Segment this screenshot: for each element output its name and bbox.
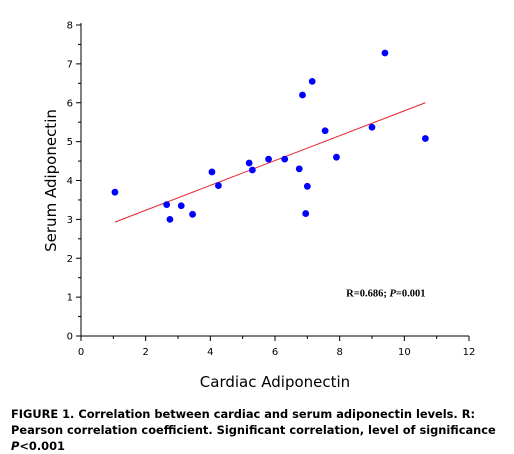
- data-point: [299, 91, 306, 99]
- y-tick-label: 1: [67, 293, 73, 304]
- data-point: [281, 155, 289, 163]
- data-point: [111, 188, 119, 196]
- regression-line: [114, 102, 426, 223]
- data-points: [111, 49, 429, 223]
- x-axis: 0 2 4 6 8 10 12: [78, 335, 476, 358]
- y-tick-label: 0: [67, 332, 73, 343]
- y-tick-label: 5: [67, 137, 73, 148]
- data-point: [368, 123, 376, 131]
- annotation-p-value: =0.001: [396, 288, 426, 299]
- data-point: [381, 49, 389, 57]
- y-tick-label: 2: [67, 254, 73, 265]
- annotation-p-symbol: P: [389, 288, 396, 299]
- y-tick-label: 6: [67, 98, 73, 109]
- data-point: [166, 215, 174, 223]
- x-tick-label: 2: [142, 347, 148, 358]
- data-point: [177, 202, 185, 210]
- x-axis-title: Cardiac Adiponectin: [200, 373, 350, 391]
- y-tick-label: 7: [67, 59, 73, 70]
- data-point: [295, 165, 303, 173]
- y-tick-label: 3: [67, 215, 73, 226]
- data-point: [308, 77, 316, 85]
- y-axis: 0 1 2 3 4 5 6 7 8: [67, 21, 82, 343]
- data-point: [208, 168, 216, 176]
- data-point: [333, 153, 340, 161]
- data-point: [189, 210, 196, 218]
- data-point: [248, 166, 256, 174]
- data-point: [215, 182, 222, 189]
- data-point: [321, 127, 329, 135]
- correlation-annotation: R=0.686; P=0.001: [346, 288, 425, 299]
- annotation-r-text: R=0.686;: [346, 288, 389, 299]
- y-tick-label: 8: [67, 21, 73, 32]
- caption-text: FIGURE 1. Correlation between cardiac an…: [11, 407, 496, 437]
- data-point: [421, 135, 429, 142]
- x-tick-label: 4: [207, 347, 213, 358]
- figure-caption: FIGURE 1. Correlation between cardiac an…: [11, 406, 511, 454]
- caption-p-threshold: <0.001: [19, 439, 65, 453]
- data-point: [303, 182, 311, 190]
- y-tick-label: 4: [67, 176, 73, 187]
- caption-p-symbol: P: [11, 439, 20, 453]
- data-point: [302, 210, 310, 217]
- x-tick-label: 0: [78, 347, 84, 358]
- x-tick-label: 8: [336, 347, 342, 358]
- x-tick-label: 12: [463, 347, 476, 358]
- x-tick-label: 6: [272, 347, 278, 358]
- data-point: [265, 155, 272, 163]
- data-point: [163, 201, 171, 209]
- y-axis-title: Serum Adiponectin: [42, 109, 60, 252]
- data-point: [245, 159, 253, 167]
- x-tick-label: 10: [398, 347, 411, 358]
